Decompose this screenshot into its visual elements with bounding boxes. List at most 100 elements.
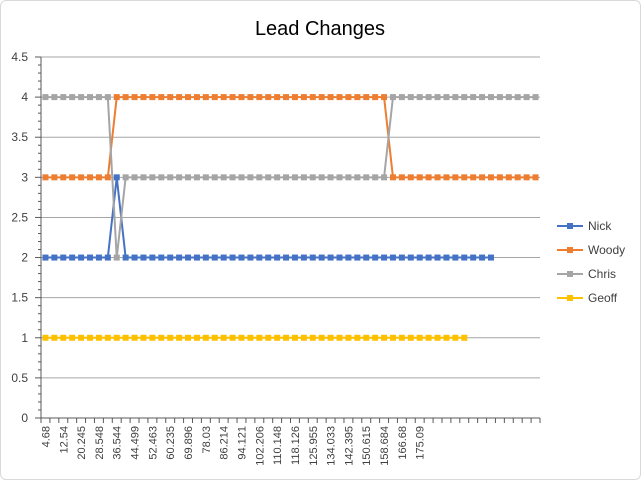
data-point-nick xyxy=(389,254,396,261)
data-point-chris xyxy=(95,94,102,101)
data-point-nick xyxy=(274,254,281,261)
y-tick-label: 4.5 xyxy=(11,50,28,64)
y-tick-label: 2 xyxy=(21,251,28,265)
data-point-nick xyxy=(300,254,307,261)
data-point-geoff xyxy=(202,334,209,341)
data-point-chris xyxy=(496,94,503,101)
data-point-geoff xyxy=(78,334,85,341)
y-tick-label: 3 xyxy=(21,170,28,184)
legend: Nick Woody Chris Geoff xyxy=(557,219,625,305)
x-tick-label: 158.684 xyxy=(379,426,391,466)
data-point-chris xyxy=(434,94,441,101)
x-tick-label: 52.463 xyxy=(147,426,159,460)
data-point-woody xyxy=(256,94,263,101)
data-point-chris xyxy=(487,94,494,101)
data-point-nick xyxy=(220,254,227,261)
data-point-nick xyxy=(416,254,423,261)
data-point-geoff xyxy=(372,334,379,341)
data-point-chris xyxy=(113,254,120,261)
data-point-woody xyxy=(211,94,218,101)
data-point-woody xyxy=(416,174,423,181)
data-point-nick xyxy=(60,254,67,261)
data-point-geoff xyxy=(336,334,343,341)
x-tick-label: 12.54 xyxy=(58,426,70,454)
data-point-chris xyxy=(461,94,468,101)
data-point-chris xyxy=(69,94,76,101)
y-tick-label: 3.5 xyxy=(11,130,28,144)
data-point-geoff xyxy=(122,334,129,341)
data-point-geoff xyxy=(309,334,316,341)
x-tick-label: 110.148 xyxy=(272,426,284,465)
data-point-chris xyxy=(354,174,361,181)
data-point-woody xyxy=(363,94,370,101)
data-point-woody xyxy=(514,174,521,181)
data-point-chris xyxy=(60,94,67,101)
data-point-woody xyxy=(69,174,76,181)
data-point-woody xyxy=(193,94,200,101)
data-point-geoff xyxy=(381,334,388,341)
x-tick-label: 150.615 xyxy=(361,426,373,466)
y-tick-label: 1 xyxy=(21,331,28,345)
data-point-nick xyxy=(140,254,147,261)
data-point-chris xyxy=(300,174,307,181)
x-tick-label: 118.126 xyxy=(290,426,302,465)
legend-marker xyxy=(567,223,573,229)
x-tick-label: 36.544 xyxy=(112,426,124,460)
data-point-nick xyxy=(149,254,156,261)
data-point-nick xyxy=(42,254,49,261)
x-tick-label: 166.68 xyxy=(397,426,409,460)
data-point-woody xyxy=(122,94,129,101)
data-point-nick xyxy=(265,254,272,261)
data-point-chris xyxy=(122,174,129,181)
data-point-geoff xyxy=(443,334,450,341)
x-tick-label: 94.121 xyxy=(236,426,248,460)
data-point-geoff xyxy=(416,334,423,341)
data-point-woody xyxy=(309,94,316,101)
data-point-woody xyxy=(398,174,405,181)
data-point-chris xyxy=(309,174,316,181)
data-point-chris xyxy=(131,174,138,181)
data-point-woody xyxy=(78,174,85,181)
data-point-woody xyxy=(336,94,343,101)
data-point-chris xyxy=(274,174,281,181)
data-point-chris xyxy=(256,174,263,181)
data-point-chris xyxy=(283,174,290,181)
data-point-geoff xyxy=(131,334,138,341)
data-point-geoff xyxy=(238,334,245,341)
data-point-geoff xyxy=(167,334,174,341)
data-point-woody xyxy=(140,94,147,101)
y-tick-labels: 0 0.5 1 1.5 2 2.5 3 3.5 4 4.5 xyxy=(11,50,28,425)
data-point-chris xyxy=(193,174,200,181)
data-point-woody xyxy=(283,94,290,101)
data-point-woody xyxy=(113,94,120,101)
data-point-nick xyxy=(479,254,486,261)
x-tick-label: 28.548 xyxy=(94,426,106,460)
data-point-chris xyxy=(220,174,227,181)
data-point-chris xyxy=(265,174,272,181)
series-lines xyxy=(42,94,539,341)
data-point-chris xyxy=(42,94,49,101)
legend-item-woody: Woody xyxy=(557,243,625,257)
data-point-chris xyxy=(158,174,165,181)
data-point-geoff xyxy=(69,334,76,341)
data-point-nick xyxy=(443,254,450,261)
legend-item-geoff: Geoff xyxy=(557,291,618,305)
legend-marker xyxy=(567,247,573,253)
x-tick-label: 78.03 xyxy=(201,426,213,454)
x-tick-label: 86.214 xyxy=(219,426,231,460)
data-point-chris xyxy=(398,94,405,101)
data-point-chris xyxy=(291,174,298,181)
data-point-nick xyxy=(158,254,165,261)
data-point-chris xyxy=(416,94,423,101)
data-point-woody xyxy=(318,94,325,101)
data-point-chris xyxy=(372,174,379,181)
data-point-nick xyxy=(318,254,325,261)
data-point-nick xyxy=(398,254,405,261)
x-tick-label: 69.896 xyxy=(183,426,195,460)
data-point-chris xyxy=(51,94,58,101)
data-point-nick xyxy=(354,254,361,261)
y-tick-label: 4 xyxy=(21,90,28,104)
data-point-woody xyxy=(452,174,459,181)
legend-marker xyxy=(567,295,573,301)
